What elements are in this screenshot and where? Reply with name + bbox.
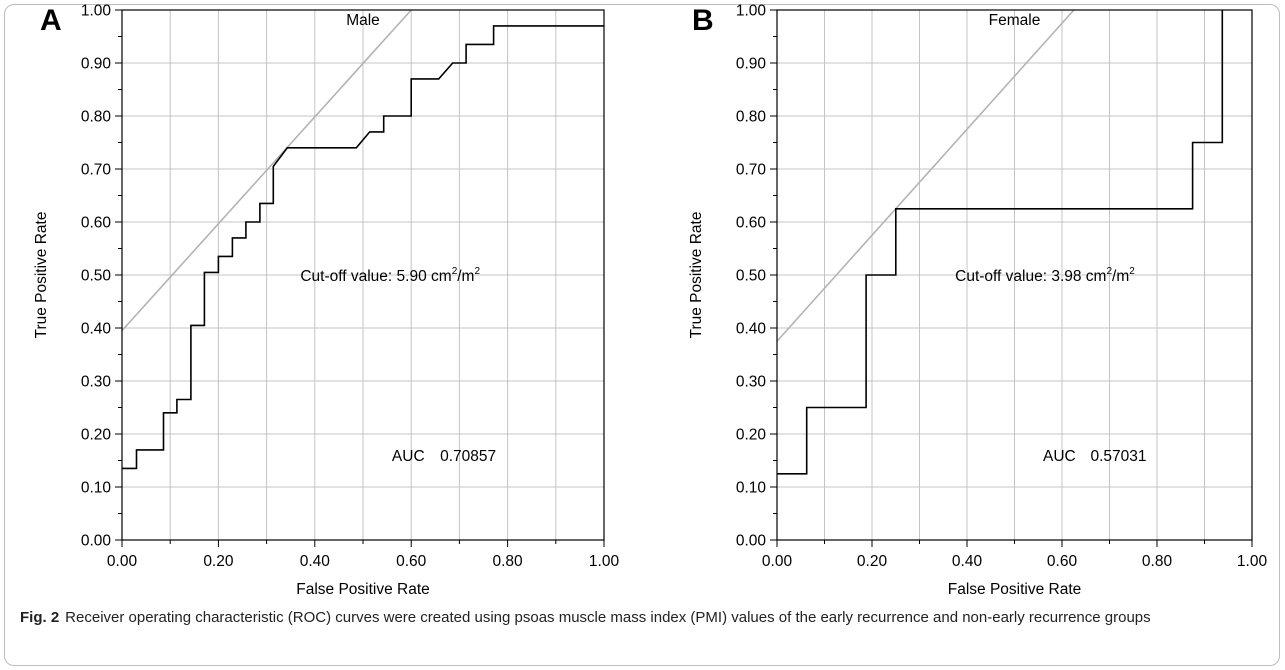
y-tick-label: 0.80 xyxy=(736,109,767,126)
y-tick-label: 0.60 xyxy=(736,215,767,232)
y-tick-label: 0.00 xyxy=(81,533,112,550)
chart-title: Male xyxy=(346,12,380,29)
y-axis-label: True Positive Rate xyxy=(33,212,50,339)
x-tick-label: 0.60 xyxy=(396,553,427,570)
roc-figure: 0.00 0.20 0.40 0.60 0.80 1.00 0.00 0.10 0.20 0.30… xyxy=(33,3,1267,599)
x-tick-label: 0.80 xyxy=(1142,553,1173,570)
y-tick-label: 0.30 xyxy=(736,374,767,391)
x-tick-label: 0.40 xyxy=(300,553,331,570)
y-axis-label: True Positive Rate xyxy=(688,212,705,339)
figure-frame xyxy=(4,4,1280,666)
cutoff-prefix: Cut-off value: 5.90 cm xyxy=(300,268,451,285)
y-tick-label: 0.40 xyxy=(81,321,112,338)
y-tick-label: 1.00 xyxy=(81,3,112,20)
x-tick-label: 0.20 xyxy=(857,553,888,570)
caption-label: Fig. 2 xyxy=(20,609,60,626)
reference-line xyxy=(121,9,412,332)
auc-label: AUC xyxy=(392,448,425,465)
x-tick-label: 0.00 xyxy=(762,553,793,570)
y-tick-label: 0.30 xyxy=(81,374,112,391)
y-tick-label: 0.90 xyxy=(736,56,767,73)
chart-title: Female xyxy=(989,12,1041,29)
y-tick-label: 0.20 xyxy=(736,427,767,444)
roc-curve xyxy=(777,10,1224,475)
y-tick-label: 0.80 xyxy=(81,109,112,126)
y-tick-label: 0.60 xyxy=(81,215,112,232)
y-tick-label: 0.10 xyxy=(81,480,112,497)
caption-text: Receiver operating characteristic (ROC) … xyxy=(65,609,1151,626)
y-tick-label: 0.70 xyxy=(81,162,112,179)
auc-label: AUC xyxy=(1043,448,1076,465)
panel-label: B xyxy=(692,4,714,37)
y-tick-label: 0.50 xyxy=(81,268,112,285)
auc-value: 0.57031 xyxy=(1091,448,1147,465)
y-tick-label: 0.20 xyxy=(81,427,112,444)
x-tick-label: 0.60 xyxy=(1047,553,1078,570)
figure-caption: Fig. 2 Receiver operating characteristic … xyxy=(20,606,1260,630)
cutoff-sup: 2 xyxy=(1129,266,1135,277)
x-axis-label: False Positive Rate xyxy=(948,581,1082,598)
cutoff-sup: 2 xyxy=(474,266,480,277)
y-tick-label: 0.50 xyxy=(736,268,767,285)
x-axis-label: False Positive Rate xyxy=(296,581,430,598)
x-tick-label: 1.00 xyxy=(589,553,620,570)
y-tick-label: 1.00 xyxy=(736,3,767,20)
panel-label: A xyxy=(40,4,62,37)
x-tick-label: 0.80 xyxy=(493,553,524,570)
x-tick-label: 0.20 xyxy=(203,553,234,570)
x-tick-label: 0.40 xyxy=(952,553,983,570)
cutoff-annotation: Cut-off value: 3.98 cm2/m2 xyxy=(955,266,1135,285)
x-tick-label: 0.00 xyxy=(107,553,138,570)
cutoff-mid: /m xyxy=(457,268,474,285)
y-tick-label: 0.70 xyxy=(736,162,767,179)
y-tick-label: 0.90 xyxy=(81,56,112,73)
cutoff-mid: /m xyxy=(1112,268,1129,285)
auc-value: 0.70857 xyxy=(440,448,496,465)
cutoff-sup: 2 xyxy=(1106,266,1112,277)
y-tick-label: 0.40 xyxy=(736,321,767,338)
panel-a: 0.00 0.20 0.40 0.60 0.80 1.00 0.00 0.10 0.20 0.30… xyxy=(33,3,619,599)
roc-curve xyxy=(122,25,604,470)
reference-line xyxy=(776,9,1075,342)
cutoff-prefix: Cut-off value: 3.98 cm xyxy=(955,268,1106,285)
y-tick-label: 0.00 xyxy=(736,533,767,550)
cutoff-annotation: Cut-off value: 5.90 cm2/m2 xyxy=(300,266,480,285)
panel-b: 0.00 0.20 0.40 0.60 0.80 1.00 0.00 0.10 0.20 0.30… xyxy=(688,3,1267,599)
cutoff-sup: 2 xyxy=(452,266,458,277)
y-tick-label: 0.10 xyxy=(736,480,767,497)
x-tick-label: 1.00 xyxy=(1237,553,1268,570)
